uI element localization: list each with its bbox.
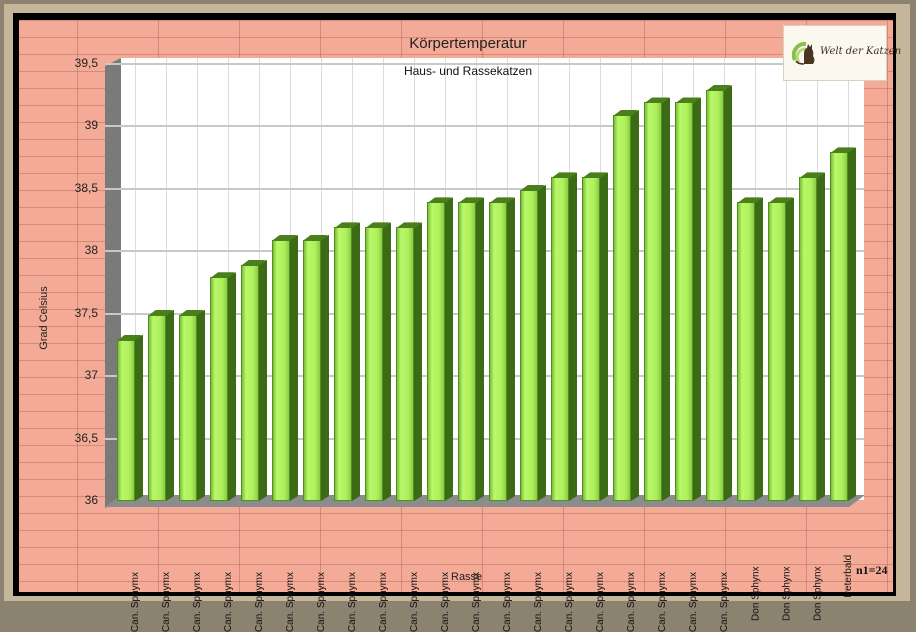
bar [489,197,515,501]
x-tick-label: Can. Sphymx [347,572,358,632]
gridline [105,375,864,378]
y-tick-label: 37,5 [74,305,98,320]
bar [520,184,546,501]
bar [613,109,639,501]
bar [148,309,174,501]
gridline [105,187,864,190]
x-tick-label: Can. Sphymx [626,572,637,632]
gridline [105,312,864,315]
x-tick-label: Can. Sphymx [471,572,482,632]
x-tick-label: Can. Sphymx [316,572,327,632]
bar [179,309,205,501]
x-tick-label: Peterbald [843,554,854,598]
x-tick-label: Don Sphynx [812,566,823,621]
bar [241,259,267,501]
bar [830,147,856,501]
y-tick-label: 36 [84,493,98,507]
x-tick-label: Can. Sphymx [502,572,513,632]
x-tick-label: Can. Sphymx [285,572,296,632]
bar [799,172,825,501]
sample-size-note: n1=24 [856,563,888,577]
bar [117,334,143,501]
chart-title: Körpertemperatur [409,35,527,52]
bar [582,172,608,501]
bar [737,197,763,501]
bar [272,234,298,501]
x-tick-label: Can. Sphymx [130,572,141,632]
x-tick-label: Can. Sphymx [223,572,234,632]
bar [458,197,484,501]
bar [644,97,670,501]
gridline [105,125,864,128]
logo-text: Welt der Katzen [820,46,902,57]
x-tick-label: Can. Sphymx [533,572,544,632]
x-tick-label: Can. Sphymx [688,572,699,632]
x-tick-label: Can. Sphymx [440,572,451,632]
x-tick-label: Don Sphynx [750,566,761,621]
y-tick-label: 36,5 [74,430,98,445]
cat-logo-icon [792,41,815,65]
bar [551,172,577,501]
bar [303,234,329,501]
gridline [105,63,864,65]
x-tick-label: Can. Sphymx [657,572,668,632]
bar [396,222,422,501]
y-tick-label: 38,5 [74,180,98,195]
y-tick-label: 39,5 [74,56,98,70]
x-tick-label: Can. Sphymx [192,572,203,632]
x-tick-label: Can. Sphymx [254,572,265,632]
x-tick-label: Can. Sphymx [378,572,389,632]
bar [706,84,732,501]
x-tick-label: Don Sphynx [781,566,792,621]
bar [427,197,453,501]
y-tick-label: 37 [84,368,98,383]
gridline [105,437,864,440]
bar [675,97,701,501]
x-tick-label: Can. Sphymx [719,572,730,632]
bar [768,197,794,501]
bar [210,272,236,501]
bar [334,222,360,501]
x-axis-label: Rasse [451,571,483,583]
y-tick-label: 39 [84,118,98,133]
x-tick-label: Can. Sphymx [564,572,575,632]
gridline [105,250,864,253]
y-tick-label: 38 [84,243,98,258]
y-axis-label: Grad Celsius [38,286,50,350]
x-tick-label: Can. Sphymx [161,572,172,632]
x-tick-label: Can. Sphymx [595,572,606,632]
logo: Welt der Katzen [783,25,901,81]
x-tick-label: Can. Sphymx [409,572,420,632]
chart-subtitle: Haus- und Rassekatzen [403,64,533,78]
bar [365,222,391,501]
